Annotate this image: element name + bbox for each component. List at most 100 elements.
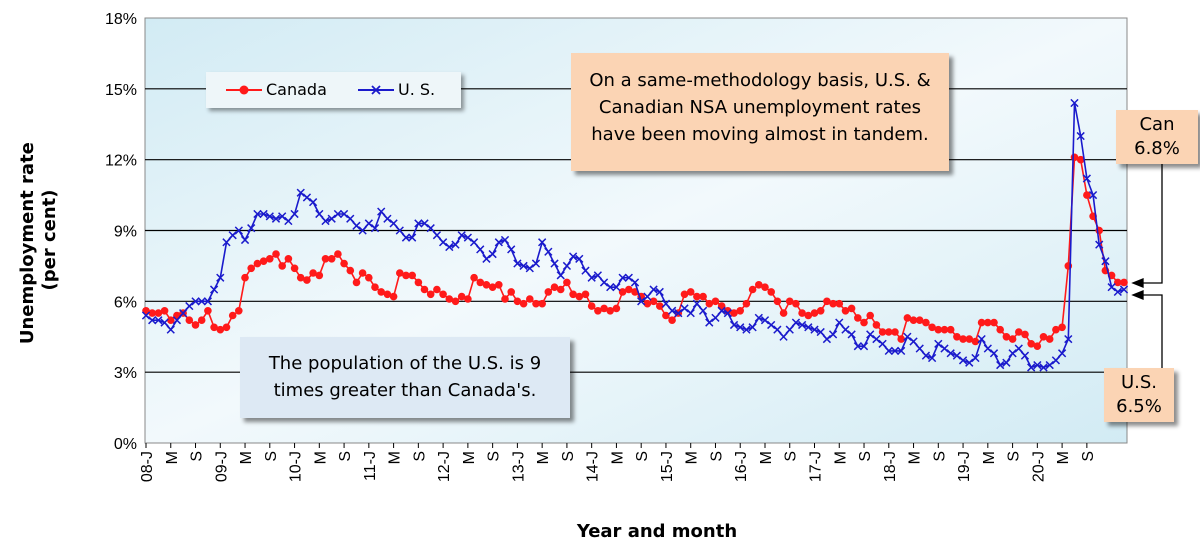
data-point [903,314,912,322]
data-point [228,231,237,240]
data-point [946,349,955,358]
data-point [593,271,602,280]
data-point [1057,349,1067,358]
data-point [649,285,658,294]
data-point [426,224,435,233]
data-point [451,297,460,306]
data-point [755,281,763,289]
data-point [241,273,249,282]
x-tick-label: S [411,451,428,462]
x-tick-label: 19-J [956,451,973,482]
data-point [426,290,435,299]
data-point [723,309,732,318]
data-point [302,193,312,202]
data-point [507,245,516,254]
data-point [315,271,324,280]
data-point [760,316,770,325]
data-point [364,219,373,228]
x-tick-label: S [560,451,577,462]
data-point [662,311,670,320]
data-point [352,278,361,287]
data-point [148,309,156,317]
data-point [878,339,887,348]
x-tick-label: M [981,451,998,464]
data-point [383,214,392,223]
data-point [711,313,720,322]
data-point [544,247,553,256]
x-tick-label: S [708,451,725,462]
y-tick-label: 18% [105,11,137,28]
y-tick-label: 0% [114,436,137,453]
legend-swatches [226,85,394,95]
data-point [414,278,423,287]
data-point [729,320,739,330]
x-tick-label: M [312,451,329,464]
data-point [624,273,633,282]
data-point [179,309,188,318]
callout-arrows [1131,163,1163,368]
data-point [513,259,522,268]
data-point [823,297,831,306]
data-point [878,328,887,336]
legend-us-marker [371,85,381,95]
x-tick-label: 10-J [288,451,305,482]
data-point [321,254,330,263]
data-point [457,292,466,301]
data-point [705,318,714,327]
y-tick-label: 6% [114,294,137,311]
data-point [346,266,355,275]
data-point [1045,335,1054,343]
data-point [866,330,875,339]
series-us [141,98,1129,372]
data-point [668,306,677,315]
x-tick-label: S [857,451,874,462]
data-point [798,309,806,317]
data-point [1033,360,1042,370]
data-point [383,290,392,299]
data-point [1033,342,1042,351]
data-point [742,299,751,308]
data-point [197,297,206,306]
data-point [160,318,169,327]
data-point [191,297,200,306]
data-point [965,358,974,367]
data-point [420,219,429,228]
data-point [166,325,175,334]
data-point [389,219,398,228]
data-point [903,332,912,341]
data-point [853,342,862,351]
data-point [569,290,577,299]
data-point [358,226,367,235]
x-tick-label: 13-J [510,451,527,482]
data-point [822,334,832,344]
data-point [816,307,825,315]
data-point [562,261,572,271]
us-callout: U.S. 6.5% [1104,368,1174,422]
data-point [500,235,510,245]
data-point [141,311,151,320]
data-point [377,288,386,296]
data-point [655,287,664,297]
data-point [606,283,615,292]
data-point [1107,283,1116,292]
data-point [897,335,905,343]
data-point [854,314,862,322]
data-point [866,311,874,320]
data-point [859,342,869,351]
legend-canada-label: Canada [266,80,327,99]
data-point [606,307,614,315]
y-axis-ticks: 0% 3% 6% 9% 12% 15% 18% [105,11,137,453]
x-tick-label: S [337,451,354,462]
data-point [271,214,281,223]
data-point [420,285,429,294]
data-point [470,273,478,282]
data-point [433,285,441,294]
data-point [983,344,992,353]
data-point [841,307,850,315]
data-point [656,302,664,310]
data-point [266,254,274,263]
data-point [445,295,454,303]
data-point [197,316,206,325]
data-point [587,302,596,310]
us-callout-value: 6.5% [1116,396,1162,417]
